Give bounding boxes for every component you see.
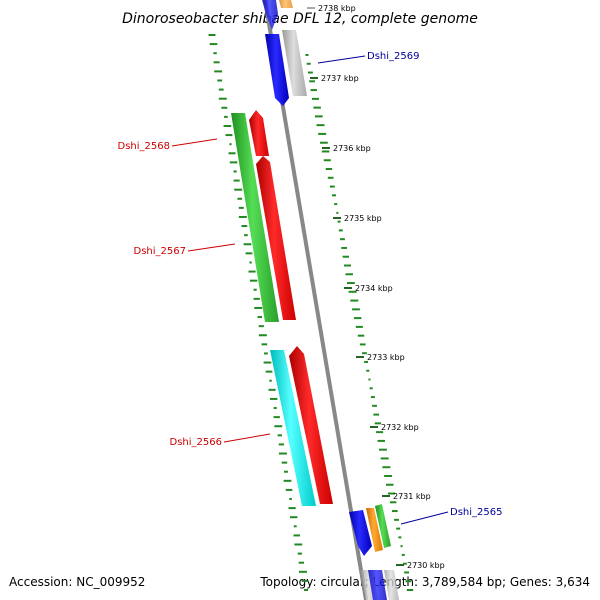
gene-leader-line [400,511,449,525]
gene-arrow-dshi-2568-red [249,110,269,156]
gene-arrow-dshi-2569-gray [282,30,307,96]
gene-arrow-top-orange [279,0,293,8]
kbp-label: 2738 kbp [318,4,356,13]
gene-arrow-top-blue [262,0,278,30]
gene-arrow-dshi-2569-blue [265,34,289,106]
gene-arrow-dshi-2565-green [375,504,391,548]
gene-arrow-bottom-blue [368,570,387,600]
gene-leader-line [187,243,236,252]
gene-label[interactable]: Dshi_2568 [118,141,170,152]
kbp-label: 2735 kbp [344,214,382,223]
gc-tick-tracks [208,34,414,591]
kbp-label: 2734 kbp [355,284,393,293]
gene-leader-line [171,138,218,147]
gene-leader-line [223,433,271,443]
gene-arrow-dshi-2565-blue [349,510,372,556]
kbp-label: 2730 kbp [407,561,445,570]
gene-labels: Dshi_2569 Dshi_2568 Dshi_2567 Dshi_2566 Dshi… [118,51,502,525]
kbp-label: 2731 kbp [393,492,431,501]
gene-leader-line [317,55,366,64]
topology-text: Topology: circular; Length: 3,789,584 bp… [259,575,590,589]
kbp-label: 2736 kbp [333,144,371,153]
accession-text: Accession: NC_009952 [9,575,145,589]
map-title: Dinoroseobacter shibae DFL 12, complete … [122,11,478,27]
gene-arrow-bottom-gray-2 [384,570,399,600]
gene-label[interactable]: Dshi_2566 [170,437,222,448]
kbp-scale: 2738 kbp 2737 kbp 2736 kbp 2735 kbp 2734 kbp… [307,4,445,570]
gene-arrow-dshi-2567-red [256,156,296,320]
gene-label[interactable]: Dshi_2569 [367,51,419,62]
kbp-label: 2737 kbp [321,74,359,83]
kbp-label: 2733 kbp [367,353,405,362]
kbp-label: 2732 kbp [381,423,419,432]
gene-label[interactable]: Dshi_2565 [450,507,502,518]
gene-label[interactable]: Dshi_2567 [134,246,186,257]
gene-arrow-dshi-2566-cyan [270,350,316,506]
gene-features [231,0,399,600]
gene-arrow-dshi-2565-orange [366,508,383,552]
gene-arrow-dshi-2566-red [289,346,333,504]
gene-arrow-dshi-2567-green [231,113,279,322]
